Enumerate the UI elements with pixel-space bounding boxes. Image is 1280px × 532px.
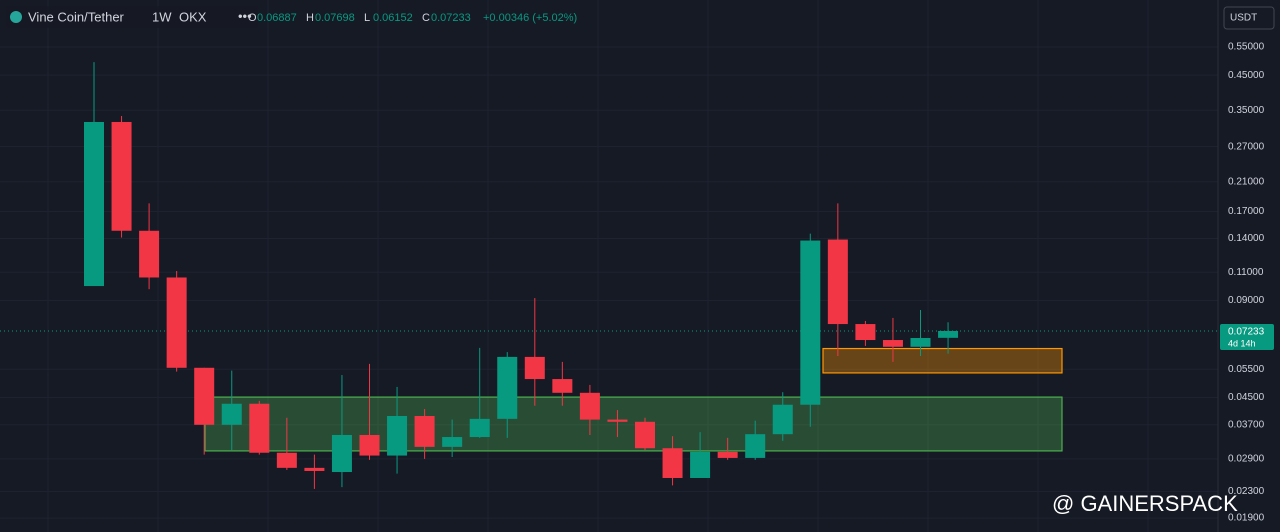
candle-body <box>579 392 600 420</box>
y-tick-label: 0.45000 <box>1228 70 1265 81</box>
y-tick-label: 0.02900 <box>1228 454 1265 465</box>
candle-body <box>772 404 793 435</box>
y-tick-label: 0.14000 <box>1228 233 1265 244</box>
candle-body <box>800 240 821 405</box>
ohlc-key: C <box>422 12 430 24</box>
ohlc-value: 0.06152 <box>373 12 413 24</box>
last-price-tag <box>1220 323 1274 350</box>
candle-body <box>221 403 242 425</box>
candles <box>84 62 959 489</box>
y-tick-label: 0.05500 <box>1228 364 1265 375</box>
candle-body <box>855 324 876 341</box>
candle-body <box>635 421 655 449</box>
candle-body <box>882 340 903 347</box>
candle-body <box>717 451 738 458</box>
candle-body <box>304 467 325 471</box>
exchange[interactable]: OKX <box>179 9 207 24</box>
candle-body <box>84 121 104 287</box>
currency-button[interactable] <box>1223 6 1275 30</box>
countdown: 4d 14h <box>1228 338 1256 348</box>
candle-body <box>442 437 463 447</box>
candle-body <box>662 448 683 478</box>
candle-body <box>690 451 711 478</box>
y-tick-label: 0.02300 <box>1228 486 1265 497</box>
candle-body <box>331 434 352 473</box>
watermark: @ GAINERSPACK <box>1052 491 1238 516</box>
ohlc-value: 0.06887 <box>257 12 297 24</box>
interval[interactable]: 1W <box>152 9 172 24</box>
y-tick-label: 0.04500 <box>1228 392 1265 403</box>
candle-body <box>497 356 518 419</box>
y-tick-label: 0.01900 <box>1228 513 1265 524</box>
y-tick-label: 0.55000 <box>1228 42 1265 53</box>
candle-body <box>139 230 160 278</box>
candle-body <box>414 415 435 447</box>
grid <box>0 0 1218 532</box>
legend-box <box>6 6 258 28</box>
candle-body <box>910 337 931 347</box>
currency[interactable]: USDT <box>1230 13 1257 24</box>
y-tick-label: 0.09000 <box>1228 295 1265 306</box>
y-tick-label: 0.35000 <box>1228 105 1265 116</box>
y-tick-label: 0.03700 <box>1228 419 1265 430</box>
symbol-icon <box>10 11 22 23</box>
y-tick-label: 0.11000 <box>1228 267 1264 278</box>
ohlc-key: L <box>364 12 370 24</box>
candle-body <box>745 434 766 458</box>
candle-body <box>276 452 297 468</box>
candle-body <box>938 330 959 338</box>
candle-body <box>469 418 490 438</box>
candle-body <box>111 121 132 231</box>
candle-body <box>524 356 545 380</box>
last-price-label: 0.07233 <box>1228 327 1265 338</box>
candle-body <box>552 379 573 393</box>
ohlc-legend: O 0.06887 H 0.07698 L 0.06152 C 0.07233 <box>248 12 471 24</box>
ohlc-value: 0.07233 <box>431 12 471 24</box>
zone <box>822 347 1063 374</box>
candle-body <box>194 367 215 425</box>
more-button[interactable]: ••• <box>238 8 252 23</box>
ohlc-value: 0.07698 <box>315 12 355 24</box>
change: +0.00346 (+5.02%) <box>483 12 577 24</box>
y-tick-label: 0.27000 <box>1228 141 1265 152</box>
candle-body <box>166 277 187 368</box>
candle-body <box>387 415 408 456</box>
y-tick-label: 0.17000 <box>1228 206 1265 217</box>
candle-body <box>607 419 628 422</box>
candle-body <box>359 434 380 456</box>
candle-body <box>827 239 848 325</box>
candle-body <box>249 403 270 453</box>
y-tick-label: 0.21000 <box>1228 176 1265 187</box>
ohlc-key: H <box>306 12 314 24</box>
symbol[interactable]: Vine Coin/Tether <box>28 9 125 24</box>
price-axis: 0.01900 0.02300 0.02900 0.03700 0.04500 0.055… <box>1220 42 1274 524</box>
ohlc-key: O <box>248 12 257 24</box>
